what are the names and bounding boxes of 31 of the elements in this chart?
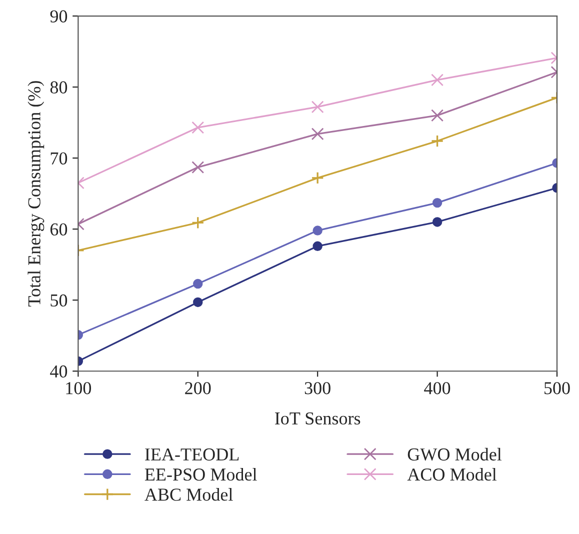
x-tick-label: 100 [66, 382, 92, 394]
point [192, 161, 204, 174]
y-tick-label: 80 [50, 81, 68, 94]
point [191, 216, 204, 230]
y-tick-label: 90 [50, 10, 68, 22]
x-axis-title: IoT Sensors [275, 412, 360, 425]
point [193, 297, 203, 308]
y-tick-label: 60 [50, 223, 68, 236]
point [432, 198, 442, 208]
point [311, 128, 324, 140]
point [192, 121, 204, 134]
y-tick-label: 50 [50, 294, 68, 307]
y-axis-title: Total Energy Consumption (%) [28, 81, 44, 307]
y-tick-label: 40 [50, 365, 68, 378]
point [311, 172, 324, 184]
legend-label: EE-PSO Model [144, 468, 257, 481]
point [193, 278, 203, 289]
legend-label: ABC Model [144, 488, 233, 501]
legend-label: IEA-TEODL [145, 448, 239, 461]
x-tick-label: 200 [185, 382, 211, 394]
x-tick-label: 300 [304, 382, 330, 394]
x-tick-label: 400 [424, 382, 450, 394]
point [311, 100, 324, 114]
legend-label: ACO Model [407, 468, 497, 481]
legend-label: GWO Model [408, 448, 502, 461]
point [430, 134, 444, 148]
point [432, 217, 442, 227]
x-tick-label: 500 [544, 382, 570, 394]
point [312, 241, 322, 251]
point [312, 226, 322, 236]
y-tick-label: 70 [50, 152, 68, 165]
